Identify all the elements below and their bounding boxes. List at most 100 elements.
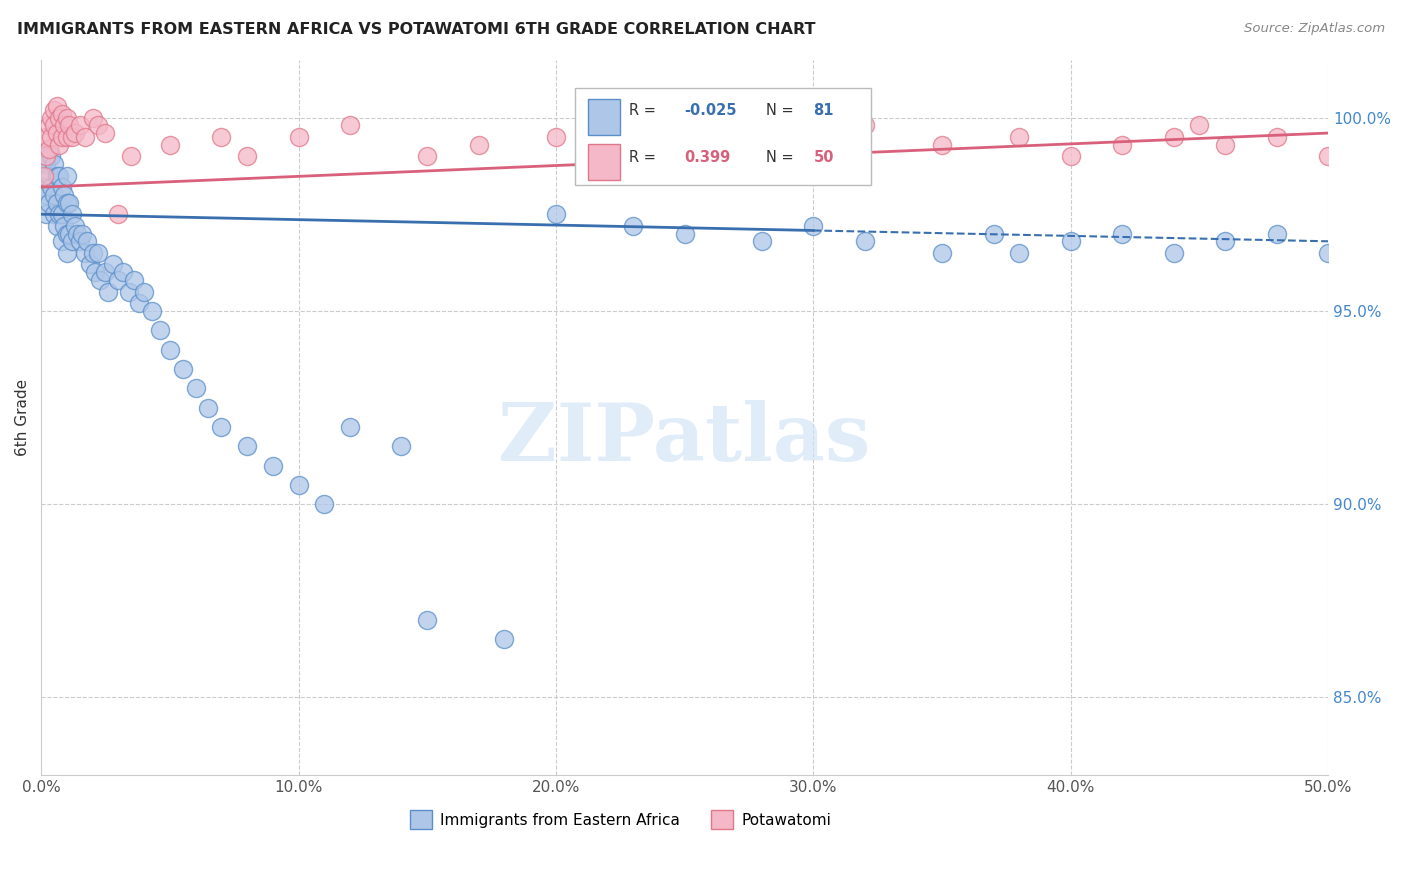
Text: ZIPatlas: ZIPatlas [499, 400, 870, 477]
Point [38, 169, 60, 183]
Point [1213, 235, 1236, 249]
Point [56, 111, 79, 125]
Point [673, 129, 696, 144]
Point [48, 111, 70, 125]
Point [117, 285, 139, 299]
Bar [588, 99, 620, 135]
Point [621, 219, 644, 233]
Point [107, 273, 129, 287]
Point [1188, 118, 1211, 132]
Text: R =: R = [630, 103, 661, 118]
Point [73, 246, 96, 260]
Point [41, 180, 63, 194]
Point [1111, 227, 1133, 241]
Point [56, 246, 79, 260]
Point [84, 265, 107, 279]
Point [73, 129, 96, 144]
Point [1163, 246, 1185, 260]
Point [853, 235, 876, 249]
Point [53, 188, 76, 202]
Point [339, 118, 361, 132]
Point [82, 246, 104, 260]
Point [87, 118, 110, 132]
Point [51, 106, 73, 120]
Point [287, 478, 309, 492]
Point [45, 195, 67, 210]
Point [97, 285, 120, 299]
Text: -0.025: -0.025 [685, 103, 737, 118]
Point [467, 137, 489, 152]
Point [82, 111, 104, 125]
Point [45, 219, 67, 233]
Text: 81: 81 [813, 103, 834, 118]
Point [209, 420, 232, 434]
Point [51, 235, 73, 249]
Text: N =: N = [766, 150, 799, 165]
Point [94, 126, 117, 140]
Point [1265, 227, 1288, 241]
Point [53, 219, 76, 233]
Text: 0.399: 0.399 [685, 150, 731, 165]
Point [853, 118, 876, 132]
Point [1060, 149, 1083, 163]
Point [63, 126, 86, 140]
Point [1265, 129, 1288, 144]
Point [56, 227, 79, 241]
Point [35, 188, 58, 202]
Point [1111, 137, 1133, 152]
Point [32, 169, 55, 183]
Point [56, 195, 79, 210]
Point [184, 381, 207, 395]
Point [801, 219, 824, 233]
Point [72, 227, 94, 241]
Point [51, 207, 73, 221]
Point [32, 180, 55, 194]
Point [42, 188, 65, 202]
FancyBboxPatch shape [575, 88, 872, 185]
Point [1008, 129, 1031, 144]
Point [931, 246, 953, 260]
Point [79, 258, 101, 272]
Point [69, 235, 91, 249]
Legend: Immigrants from Eastern Africa, Potawatomi: Immigrants from Eastern Africa, Potawato… [404, 805, 837, 835]
Point [58, 195, 80, 210]
Point [1317, 246, 1340, 260]
Point [544, 129, 567, 144]
Point [314, 497, 336, 511]
Point [544, 207, 567, 221]
Point [63, 219, 86, 233]
Point [48, 137, 70, 152]
Point [42, 207, 65, 221]
Point [45, 99, 67, 113]
Point [120, 149, 142, 163]
Text: R =: R = [630, 150, 665, 165]
Point [48, 169, 70, 183]
Point [51, 180, 73, 194]
Point [60, 207, 83, 221]
Point [673, 227, 696, 241]
Point [122, 273, 145, 287]
Point [87, 246, 110, 260]
Point [35, 207, 58, 221]
Point [339, 420, 361, 434]
Point [42, 157, 65, 171]
Point [983, 227, 1005, 241]
Point [159, 343, 181, 357]
Point [35, 157, 58, 171]
Point [41, 149, 63, 163]
Point [596, 149, 619, 163]
Point [45, 126, 67, 140]
Point [51, 129, 73, 144]
Point [45, 169, 67, 183]
Point [1317, 149, 1340, 163]
Point [1008, 246, 1031, 260]
Point [66, 227, 89, 241]
Point [148, 323, 170, 337]
Point [89, 273, 111, 287]
Point [197, 401, 219, 415]
Text: N =: N = [766, 103, 799, 118]
Point [41, 129, 63, 144]
Point [60, 129, 83, 144]
Point [42, 118, 65, 132]
Point [416, 613, 439, 627]
